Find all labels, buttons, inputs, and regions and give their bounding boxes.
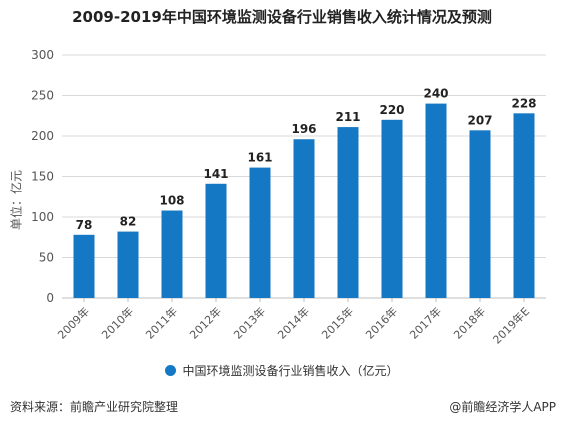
bar (249, 167, 271, 298)
y-tick-label: 250 (31, 89, 54, 103)
x-tick-label: 2017年 (407, 304, 444, 341)
data-label: 240 (423, 87, 448, 101)
chart-title: 2009-2019年中国环境监测设备行业销售收入统计情况及预测 (72, 8, 492, 26)
y-tick-label: 150 (31, 170, 54, 184)
x-tick-label: 2011年 (143, 304, 180, 341)
bar (161, 210, 183, 298)
x-tick-label: 2010年 (99, 304, 136, 341)
data-label: 207 (467, 113, 492, 127)
data-label: 196 (291, 122, 316, 136)
x-tick-label: 2012年 (187, 304, 224, 341)
x-tick-label: 2018年 (451, 304, 488, 341)
data-label: 228 (511, 96, 536, 110)
bar (513, 113, 535, 298)
y-tick-label: 300 (31, 48, 54, 62)
x-tick-label: 2013年 (231, 304, 268, 341)
x-tick-label: 2019年E (490, 304, 532, 346)
x-tick-label: 2016年 (363, 304, 400, 341)
bar (117, 231, 139, 298)
data-label: 220 (379, 103, 404, 117)
bar (293, 139, 315, 298)
y-tick-label: 0 (46, 291, 54, 305)
data-label: 82 (120, 215, 137, 229)
bar (73, 234, 95, 298)
data-label: 108 (159, 194, 184, 208)
bar (469, 130, 491, 298)
data-label: 78 (76, 218, 93, 232)
data-label: 141 (203, 167, 228, 181)
legend-marker (165, 365, 177, 376)
data-label: 211 (335, 110, 360, 124)
source-note: 资料来源：前瞻产业研究院整理 (10, 400, 179, 414)
data-label: 161 (247, 151, 272, 165)
legend: 中国环境监测设备行业销售收入（亿元） (0, 362, 564, 379)
legend-label: 中国环境监测设备行业销售收入（亿元） (182, 364, 399, 378)
y-tick-label: 100 (31, 210, 54, 224)
x-tick-label: 2014年 (275, 304, 312, 341)
bar (337, 127, 359, 298)
bar (381, 119, 403, 298)
attribution: @前瞻经济学人APP (449, 400, 556, 414)
y-tick-label: 200 (31, 129, 54, 143)
y-tick-label: 50 (39, 251, 54, 265)
bar (205, 183, 227, 298)
bar (425, 103, 447, 298)
x-tick-label: 2009年 (55, 304, 92, 341)
x-tick-label: 2015年 (319, 304, 356, 341)
